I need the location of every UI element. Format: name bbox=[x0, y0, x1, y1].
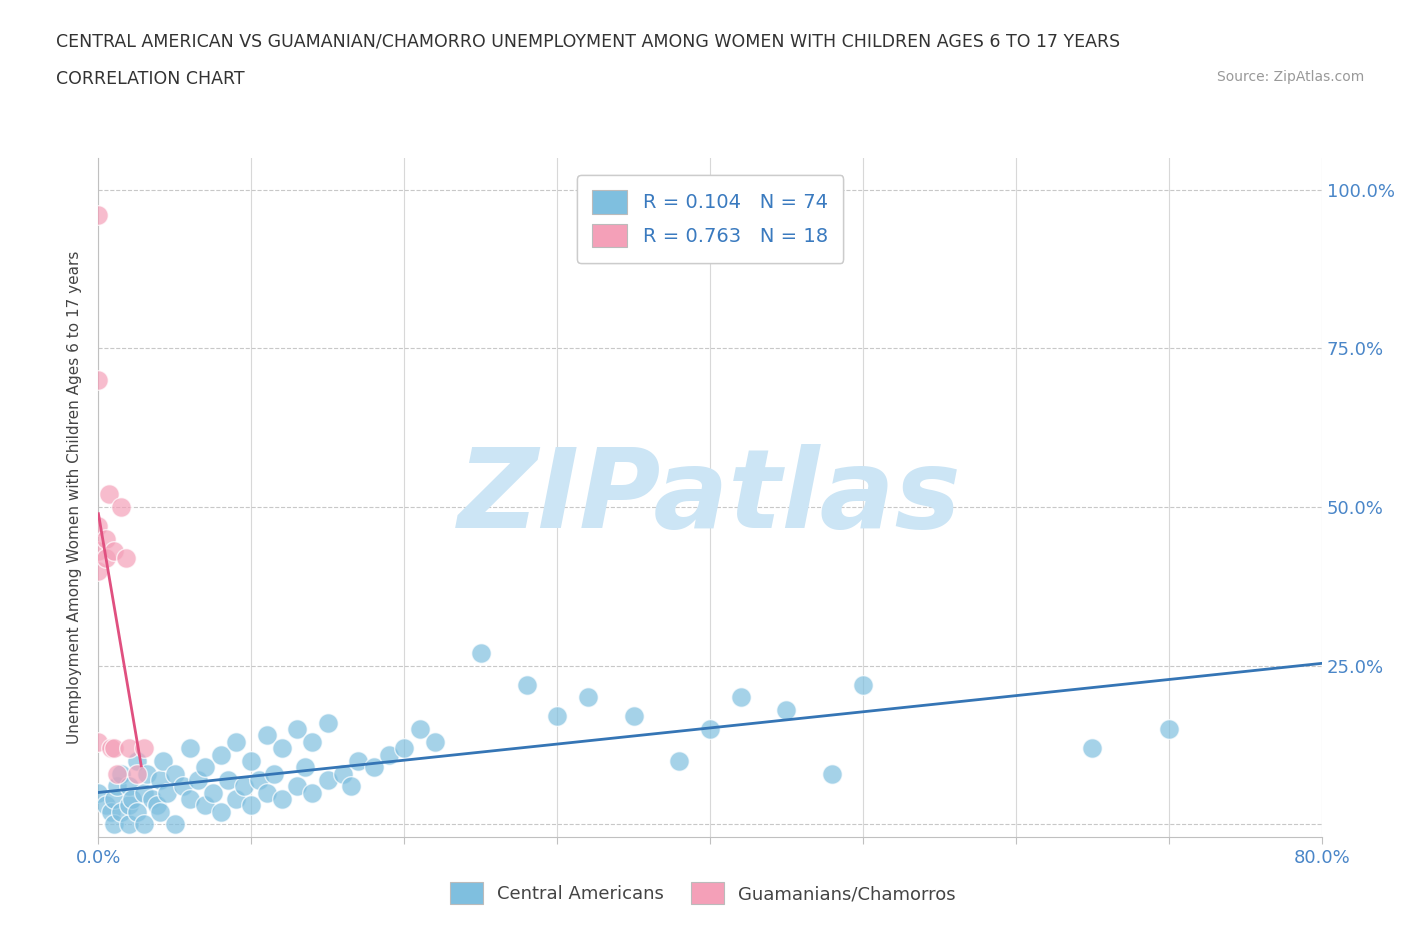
Point bbox=[172, 778, 194, 793]
Point bbox=[156, 785, 179, 800]
Point bbox=[363, 760, 385, 775]
Point bbox=[134, 817, 156, 831]
Point bbox=[240, 798, 263, 813]
Point bbox=[247, 773, 270, 788]
Point bbox=[100, 740, 122, 755]
Point bbox=[118, 740, 141, 755]
Point bbox=[125, 766, 148, 781]
Point bbox=[110, 804, 132, 819]
Point bbox=[118, 817, 141, 831]
Point bbox=[94, 551, 117, 565]
Point bbox=[87, 544, 110, 559]
Point bbox=[1081, 740, 1104, 755]
Point bbox=[339, 778, 361, 793]
Point bbox=[546, 709, 568, 724]
Point bbox=[775, 703, 797, 718]
Point bbox=[136, 766, 159, 781]
Point bbox=[668, 753, 690, 768]
Point bbox=[730, 690, 752, 705]
Point bbox=[270, 791, 292, 806]
Point bbox=[301, 735, 323, 750]
Y-axis label: Unemployment Among Women with Children Ages 6 to 17 years: Unemployment Among Women with Children A… bbox=[67, 251, 83, 744]
Point bbox=[118, 778, 141, 793]
Point bbox=[149, 804, 172, 819]
Point bbox=[145, 798, 167, 813]
Point bbox=[105, 766, 128, 781]
Point bbox=[332, 766, 354, 781]
Point bbox=[301, 785, 323, 800]
Point bbox=[103, 791, 125, 806]
Point bbox=[852, 677, 875, 692]
Point bbox=[163, 766, 186, 781]
Point bbox=[316, 773, 339, 788]
Point bbox=[285, 722, 308, 737]
Point bbox=[576, 690, 599, 705]
Point bbox=[94, 531, 117, 546]
Point bbox=[87, 207, 110, 222]
Text: CENTRAL AMERICAN VS GUAMANIAN/CHAMORRO UNEMPLOYMENT AMONG WOMEN WITH CHILDREN AG: CENTRAL AMERICAN VS GUAMANIAN/CHAMORRO U… bbox=[56, 33, 1121, 50]
Point bbox=[232, 778, 254, 793]
Point bbox=[225, 791, 247, 806]
Point bbox=[209, 747, 232, 762]
Point bbox=[470, 645, 492, 660]
Point bbox=[105, 778, 128, 793]
Point bbox=[423, 735, 446, 750]
Point bbox=[125, 753, 148, 768]
Point bbox=[821, 766, 844, 781]
Legend: R = 0.104   N = 74, R = 0.763   N = 18: R = 0.104 N = 74, R = 0.763 N = 18 bbox=[576, 175, 844, 263]
Point bbox=[179, 740, 201, 755]
Point bbox=[152, 753, 174, 768]
Point bbox=[516, 677, 538, 692]
Point bbox=[285, 778, 308, 793]
Point bbox=[1157, 722, 1180, 737]
Point bbox=[408, 722, 430, 737]
Point bbox=[110, 766, 132, 781]
Point bbox=[87, 563, 110, 578]
Point bbox=[347, 753, 370, 768]
Point bbox=[256, 785, 278, 800]
Point bbox=[263, 766, 285, 781]
Point bbox=[623, 709, 645, 724]
Point bbox=[115, 551, 138, 565]
Point bbox=[94, 798, 117, 813]
Point bbox=[179, 791, 201, 806]
Point bbox=[316, 715, 339, 730]
Text: CORRELATION CHART: CORRELATION CHART bbox=[56, 70, 245, 87]
Point bbox=[217, 773, 239, 788]
Point bbox=[378, 747, 401, 762]
Point bbox=[294, 760, 316, 775]
Point bbox=[149, 773, 172, 788]
Point bbox=[699, 722, 721, 737]
Legend: Central Americans, Guamanians/Chamorros: Central Americans, Guamanians/Chamorros bbox=[443, 875, 963, 911]
Point bbox=[270, 740, 292, 755]
Point bbox=[209, 804, 232, 819]
Text: Source: ZipAtlas.com: Source: ZipAtlas.com bbox=[1216, 70, 1364, 84]
Point bbox=[87, 519, 110, 534]
Point bbox=[134, 740, 156, 755]
Point bbox=[87, 373, 110, 388]
Point bbox=[256, 728, 278, 743]
Point bbox=[141, 791, 163, 806]
Point bbox=[392, 740, 416, 755]
Point bbox=[121, 791, 143, 806]
Point bbox=[194, 798, 217, 813]
Point bbox=[103, 740, 125, 755]
Point bbox=[87, 785, 110, 800]
Point bbox=[103, 817, 125, 831]
Point bbox=[225, 735, 247, 750]
Point bbox=[240, 753, 263, 768]
Point bbox=[163, 817, 186, 831]
Point bbox=[187, 773, 209, 788]
Point bbox=[100, 804, 122, 819]
Point bbox=[125, 804, 148, 819]
Point bbox=[194, 760, 217, 775]
Point bbox=[87, 735, 110, 750]
Point bbox=[110, 499, 132, 514]
Point bbox=[118, 798, 141, 813]
Point bbox=[202, 785, 225, 800]
Point bbox=[98, 487, 121, 502]
Point bbox=[103, 544, 125, 559]
Text: ZIPatlas: ZIPatlas bbox=[458, 444, 962, 551]
Point bbox=[134, 785, 156, 800]
